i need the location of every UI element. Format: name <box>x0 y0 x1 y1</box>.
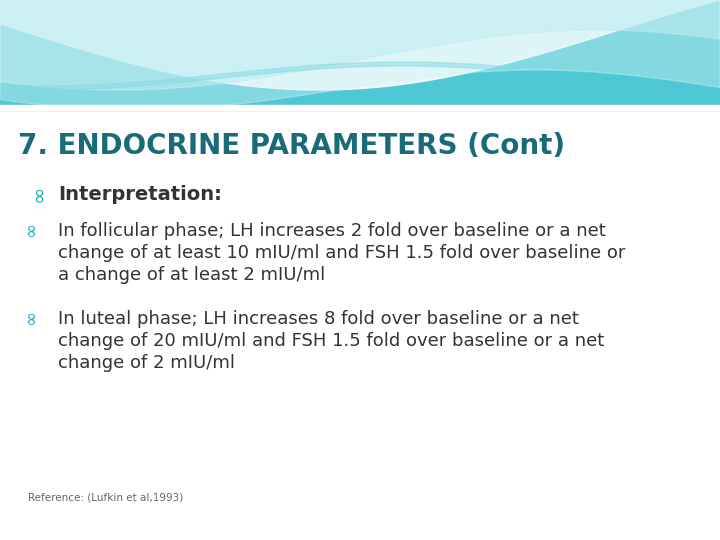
Text: ∞: ∞ <box>22 310 40 325</box>
Text: change of at least 10 mIU/ml and FSH 1.5 fold over baseline or: change of at least 10 mIU/ml and FSH 1.5… <box>58 244 626 262</box>
Text: a change of at least 2 mIU/ml: a change of at least 2 mIU/ml <box>58 266 325 284</box>
Text: ∞: ∞ <box>28 185 48 202</box>
Text: Reference: (Lufkin et al,1993): Reference: (Lufkin et al,1993) <box>28 492 184 502</box>
Text: change of 2 mIU/ml: change of 2 mIU/ml <box>58 354 235 372</box>
Text: ∞: ∞ <box>22 222 40 237</box>
Text: In luteal phase; LH increases 8 fold over baseline or a net: In luteal phase; LH increases 8 fold ove… <box>58 310 579 328</box>
Text: Interpretation:: Interpretation: <box>58 185 222 204</box>
Text: 7. ENDOCRINE PARAMETERS (Cont): 7. ENDOCRINE PARAMETERS (Cont) <box>18 132 565 160</box>
Text: change of 20 mIU/ml and FSH 1.5 fold over baseline or a net: change of 20 mIU/ml and FSH 1.5 fold ove… <box>58 332 604 350</box>
Text: In follicular phase; LH increases 2 fold over baseline or a net: In follicular phase; LH increases 2 fold… <box>58 222 606 240</box>
